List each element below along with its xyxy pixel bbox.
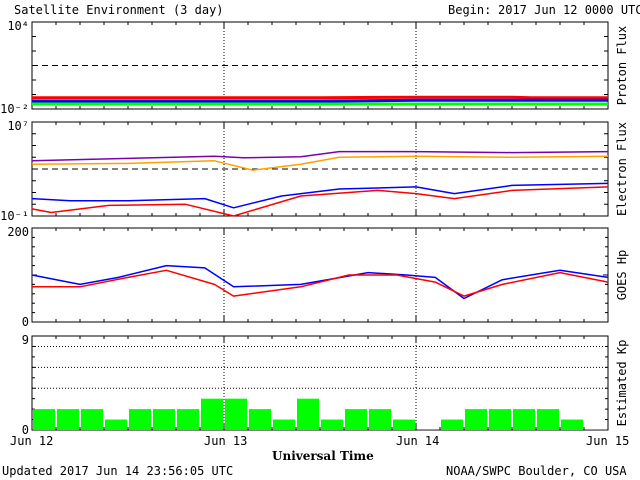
kp-bar [57, 409, 79, 430]
kp-bar [345, 409, 367, 430]
kp-bar [129, 409, 151, 430]
kp-bar [585, 429, 607, 430]
y-tick-label-top: 200 [7, 225, 29, 239]
kp-bar [81, 409, 103, 430]
kp-bar [153, 409, 175, 430]
panel-frame-1 [31, 121, 609, 217]
panel-ylabel: Proton Flux [615, 26, 629, 105]
kp-bar [417, 429, 439, 430]
kp-bar [441, 419, 463, 430]
kp-bar [273, 419, 295, 430]
y-tick-label-top: 9 [22, 333, 29, 347]
series-line-red [31, 186, 609, 217]
panel-ylabel: Electron Flux [615, 122, 629, 216]
series-line-red [32, 269, 609, 297]
kp-bar [465, 409, 487, 430]
series-line-orange [31, 155, 609, 171]
y-tick-label-bottom: 10⁻¹ [0, 209, 29, 223]
x-axis-label: Universal Time [272, 449, 374, 463]
kp-bar [321, 419, 343, 430]
kp-bar [393, 419, 415, 430]
panel-ylabel: GOES Hp [615, 250, 629, 301]
y-tick-label-bottom: 0 [22, 315, 29, 329]
kp-bar [33, 409, 55, 430]
series-line-blue [32, 98, 608, 103]
begin-value: 2017 Jun 12 0000 UTC [498, 3, 640, 17]
begin-label: Begin: [448, 3, 491, 17]
kp-bar [225, 398, 247, 430]
kp-bar [369, 409, 391, 430]
kp-bar [297, 398, 319, 430]
y-tick-label-top: 10⁷ [7, 119, 29, 133]
panel-frame-2 [31, 227, 609, 323]
kp-bar [249, 409, 271, 430]
panels: 10⁴ 10⁻² Proton Flux 10⁷ 10⁻¹ Electron Flux 20… [0, 19, 629, 437]
kp-bar [489, 409, 511, 430]
updated-timestamp: Updated 2017 Jun 14 23:56:05 UTC [2, 464, 233, 478]
kp-bar [105, 419, 127, 430]
y-tick-label-bottom: 10⁻² [0, 102, 29, 116]
x-tick-jun13: Jun 13 [204, 434, 247, 448]
series-line-blue [31, 182, 609, 209]
series-line-red [32, 95, 608, 100]
kp-bar [561, 419, 583, 430]
chart-title: Satellite Environment (3 day) [14, 3, 224, 17]
kp-bar [537, 409, 559, 430]
series-line-purple [31, 150, 609, 162]
x-tick-jun15: Jun 15 [586, 434, 629, 448]
kp-bar [201, 398, 223, 430]
kp-bar [513, 409, 535, 430]
credit-text: NOAA/SWPC Boulder, CO USA [446, 464, 627, 478]
panel-ylabel: Estimated Kp [615, 340, 629, 427]
kp-bar [177, 409, 199, 430]
y-tick-label-bottom: 0 [22, 423, 29, 437]
x-tick-jun12: Jun 12 [10, 434, 53, 448]
y-tick-label-top: 10⁴ [7, 19, 29, 33]
x-tick-jun14: Jun 14 [396, 434, 439, 448]
